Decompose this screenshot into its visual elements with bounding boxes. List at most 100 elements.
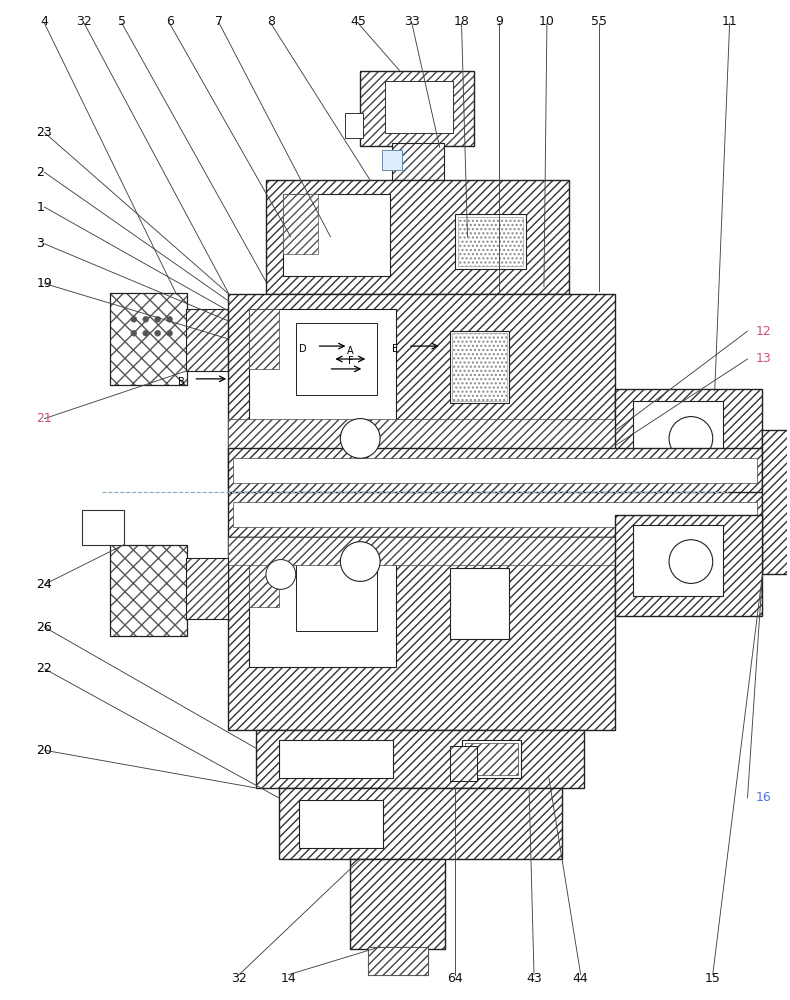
Bar	[350, 859, 445, 949]
Text: 4: 4	[40, 15, 48, 28]
Bar	[615, 515, 762, 616]
Circle shape	[143, 330, 149, 336]
Bar	[110, 545, 187, 636]
Bar	[382, 150, 402, 170]
Text: 21: 21	[36, 412, 52, 425]
Bar	[634, 525, 723, 596]
Bar	[457, 217, 523, 266]
Text: 9: 9	[495, 15, 503, 28]
Text: 14: 14	[281, 972, 296, 985]
Bar	[299, 800, 383, 848]
Text: 1: 1	[36, 201, 44, 214]
Bar	[283, 194, 390, 276]
Bar	[634, 401, 723, 472]
Circle shape	[167, 316, 172, 322]
Bar	[228, 294, 615, 488]
Circle shape	[155, 316, 160, 322]
Bar	[110, 293, 187, 385]
Bar	[615, 515, 762, 616]
Bar	[228, 492, 762, 537]
Bar	[615, 389, 762, 490]
Bar	[233, 502, 758, 527]
Text: D: D	[299, 344, 307, 354]
Bar	[266, 180, 569, 294]
Bar	[228, 448, 762, 493]
Text: 64: 64	[446, 972, 462, 985]
Bar	[228, 537, 615, 730]
Text: F: F	[348, 356, 353, 366]
Circle shape	[143, 316, 149, 322]
Text: 26: 26	[36, 621, 52, 634]
Text: 45: 45	[350, 15, 367, 28]
Bar	[385, 81, 453, 133]
Text: B: B	[178, 377, 185, 387]
Text: 7: 7	[215, 15, 224, 28]
Bar	[228, 294, 615, 488]
Bar	[450, 331, 510, 403]
Text: 55: 55	[591, 15, 607, 28]
Text: 5: 5	[118, 15, 126, 28]
Bar	[450, 746, 477, 781]
Bar	[368, 947, 427, 975]
Text: 6: 6	[166, 15, 174, 28]
Bar	[283, 194, 318, 254]
Text: 19: 19	[36, 277, 52, 290]
Circle shape	[266, 560, 295, 589]
Text: 22: 22	[36, 662, 52, 675]
Text: 24: 24	[36, 578, 52, 591]
Bar	[228, 537, 615, 730]
Bar	[452, 333, 507, 401]
Text: 43: 43	[526, 972, 542, 985]
Text: 16: 16	[755, 791, 771, 804]
Bar	[350, 859, 445, 949]
Text: E: E	[392, 344, 398, 354]
Circle shape	[131, 330, 137, 336]
Bar	[450, 568, 510, 639]
Bar	[186, 558, 228, 619]
Bar	[360, 71, 475, 146]
Text: 44: 44	[573, 972, 589, 985]
Bar	[110, 545, 187, 636]
Bar	[368, 947, 427, 975]
Bar	[228, 448, 762, 493]
Text: 15: 15	[705, 972, 720, 985]
Bar	[450, 746, 477, 781]
Bar	[249, 548, 279, 607]
Bar	[762, 430, 790, 574]
Bar	[266, 180, 569, 294]
Bar	[295, 560, 377, 631]
Text: A: A	[347, 346, 354, 356]
Bar	[256, 730, 584, 788]
Text: 12: 12	[755, 325, 771, 338]
Bar	[228, 419, 615, 448]
Bar	[233, 458, 758, 483]
Text: 13: 13	[755, 352, 771, 365]
Circle shape	[669, 540, 713, 583]
Bar	[249, 309, 279, 369]
Bar	[256, 730, 584, 788]
Bar	[279, 788, 562, 859]
Bar	[392, 143, 444, 180]
Bar	[228, 492, 762, 537]
Bar	[392, 143, 444, 180]
Circle shape	[167, 330, 172, 336]
Bar	[465, 743, 518, 775]
Bar	[762, 430, 790, 574]
Bar	[454, 214, 526, 269]
Circle shape	[340, 542, 380, 581]
Text: 8: 8	[267, 15, 275, 28]
Bar	[186, 309, 228, 371]
Text: 20: 20	[36, 744, 52, 757]
Bar	[228, 537, 615, 565]
Bar	[249, 309, 396, 429]
Text: 3: 3	[36, 237, 44, 250]
Text: 2: 2	[36, 166, 44, 179]
Text: 23: 23	[36, 126, 52, 139]
Bar	[186, 558, 228, 619]
Text: 11: 11	[722, 15, 738, 28]
Bar	[295, 323, 377, 395]
Bar	[279, 740, 393, 778]
Bar	[345, 113, 363, 138]
Text: 32: 32	[231, 972, 247, 985]
Text: 10: 10	[539, 15, 555, 28]
